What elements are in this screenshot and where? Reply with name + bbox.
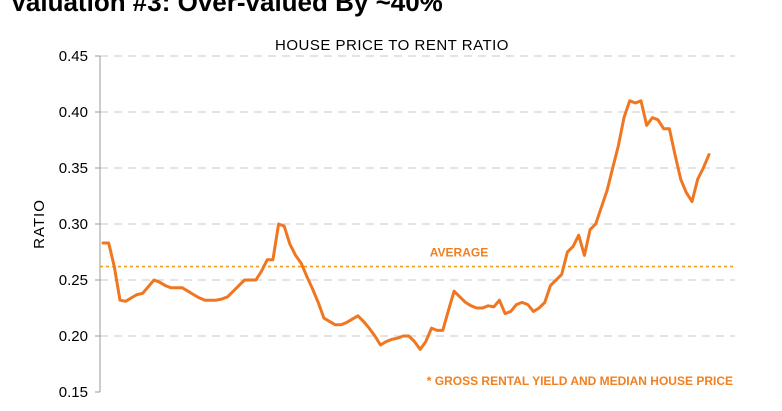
series-line: [101, 99, 711, 351]
y-tick-label: 0.15: [59, 384, 88, 401]
y-tick-label: 0.35: [59, 160, 88, 177]
y-tick-label: 0.20: [59, 328, 88, 345]
y-tick-label: 0.40: [59, 104, 88, 121]
y-tick-label: 0.45: [59, 48, 88, 65]
y-axis-title: RATIO: [31, 199, 48, 249]
chart-title: HOUSE PRICE TO RENT RATIO: [275, 37, 509, 54]
page-title: Valuation #3: Over-valued By ~40%: [10, 0, 443, 17]
gridlines: [100, 55, 735, 337]
y-tick-label: 0.30: [59, 216, 88, 233]
footnote: * GROSS RENTAL YIELD AND MEDIAN HOUSE PR…: [427, 374, 733, 388]
y-tick-label: 0.25: [59, 272, 88, 289]
y-axis-ticks: 0.15 0.20 0.25 0.30 0.35 0.40 0.45: [59, 48, 100, 401]
average-label: AVERAGE: [430, 246, 488, 260]
